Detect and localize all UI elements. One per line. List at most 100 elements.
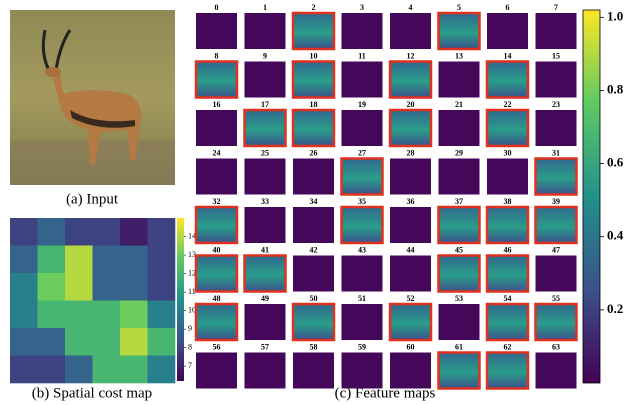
heatmap-cell [93,218,121,246]
heatmap-cell [148,273,176,301]
tile-label: 14 [504,51,512,60]
heatmap-cell [38,246,66,274]
feature-map [342,256,383,292]
feature-map [196,256,237,292]
feature-map [342,304,383,340]
heatmap-cell [93,301,121,329]
feature-map [487,62,528,98]
feature-map [487,256,528,292]
tile-label: 47 [552,245,560,254]
heatmap-cell [120,218,148,246]
feature-map [487,304,528,340]
tile-label: 37 [455,197,463,206]
heatmap-cell [148,356,176,384]
colorbar-tick-label: 8 [188,342,192,351]
feature-map [536,304,577,340]
feature-map [293,353,334,389]
heatmap-cell [93,356,121,384]
colorbar-tick-label: 9 [188,324,192,333]
tile-label: 44 [407,245,415,254]
tile-label: 57 [261,342,269,351]
tile-label: 6 [506,3,510,12]
feature-map [342,62,383,98]
heatmap-cell [120,273,148,301]
tile-label: 30 [504,148,512,157]
feature-map [390,256,431,292]
feature-map [536,110,577,146]
feature-map [536,207,577,243]
tile-label: 26 [310,148,318,157]
heatmap-cell [65,356,93,384]
feature-map [390,304,431,340]
caption: (a) Input [66,191,119,207]
tile-label: 23 [552,100,560,109]
feature-map [536,62,577,98]
feature-map [390,353,431,389]
feature-map [439,13,480,49]
colorbar-tick-label: 0.2 [607,301,623,316]
tile-label: 59 [358,342,366,351]
tile-label: 1 [263,3,267,12]
tile-label: 21 [455,100,463,109]
tile-label: 17 [261,100,269,109]
colorbar [583,10,600,383]
heatmap-cell [10,273,38,301]
tile-label: 40 [213,245,221,254]
tile-label: 42 [310,245,318,254]
feature-map [439,62,480,98]
tile-label: 41 [261,245,269,254]
feature-map [439,207,480,243]
feature-map [196,13,237,49]
heatmap-cell [65,246,93,274]
tile-label: 22 [504,100,512,109]
feature-map [390,110,431,146]
tile-label: 0 [215,3,219,12]
feature-map [487,159,528,195]
heatmap-cell [38,273,66,301]
tile-label: 16 [213,100,221,109]
heatmap-cell [148,328,176,356]
colorbar-tick-label: 0.6 [607,155,624,170]
tile-label: 38 [504,197,512,206]
feature-map [293,207,334,243]
feature-map [390,159,431,195]
colorbar-tick-label: 0.4 [607,228,624,243]
heatmap-cell [120,246,148,274]
tile-label: 32 [213,197,221,206]
feature-map [342,13,383,49]
tile-label: 62 [504,342,512,351]
tile-label: 36 [407,197,415,206]
tile-label: 63 [552,342,560,351]
feature-map [245,13,286,49]
feature-map [245,62,286,98]
heatmap-cell [93,328,121,356]
heatmap-cell [65,218,93,246]
heatmap-cell [38,328,66,356]
caption: (b) Spatial cost map [32,385,152,401]
tile-label: 12 [407,51,415,60]
tile-label: 13 [455,51,463,60]
heatmap-cell [93,273,121,301]
feature-map [342,159,383,195]
feature-map [536,13,577,49]
feature-map [487,353,528,389]
colorbar-tick-label: 0.8 [607,81,624,96]
heatmap-cell [10,246,38,274]
feature-map [487,110,528,146]
heatmap-cell [120,328,148,356]
feature-map [342,353,383,389]
tile-label: 55 [552,294,560,303]
feature-map [293,304,334,340]
colorbar-tick-label: 1.0 [607,8,623,23]
tile-label: 58 [310,342,318,351]
tile-label: 45 [455,245,463,254]
heatmap-cell [65,301,93,329]
feature-map [245,159,286,195]
tile-label: 35 [358,197,366,206]
tile-label: 2 [312,3,316,12]
tile-label: 28 [407,148,415,157]
feature-map [245,256,286,292]
feature-map [293,13,334,49]
figure: (a) Input (b) Spatial cost map (c) Featu… [0,0,637,405]
colorbar-tick-label: 11 [188,287,196,296]
